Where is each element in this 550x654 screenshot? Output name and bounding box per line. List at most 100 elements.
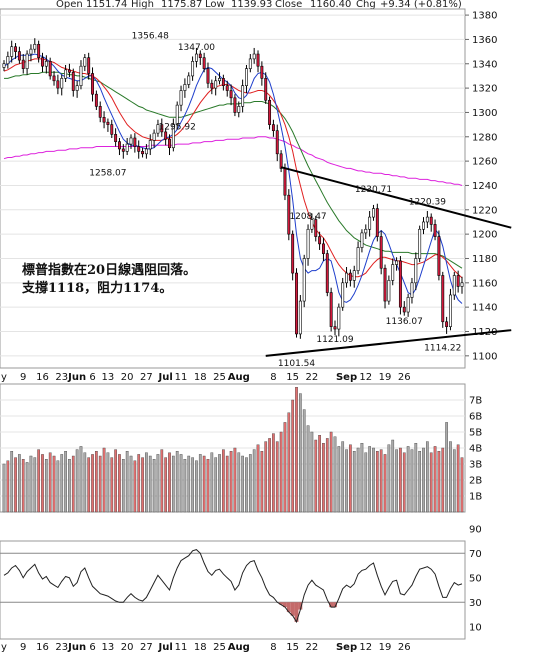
volume-bar: [279, 431, 283, 513]
x-tick-label-top: Jun: [67, 372, 86, 383]
price-annotation: 1347.00: [178, 43, 215, 53]
candle-body: [356, 247, 360, 271]
candle-body: [210, 82, 214, 89]
ma-mid-path: [3, 58, 463, 279]
volume-bar: [256, 444, 260, 513]
volume-bar: [222, 449, 225, 513]
volume-bar: [171, 455, 175, 513]
candle-body: [137, 146, 141, 152]
volume-bar: [302, 409, 306, 513]
ohlc-open-label: Open: [56, 0, 83, 10]
candle-body: [194, 53, 198, 62]
x-tick-label-top: 27: [140, 372, 153, 383]
rsi-oversold-fill: [294, 602, 299, 622]
volume-bar: [275, 441, 279, 513]
volume-bar: [402, 452, 406, 513]
x-tick-label-top: y: [1, 372, 7, 383]
volume-bar: [341, 441, 345, 513]
volume-bar: [44, 459, 48, 513]
volume-bar: [248, 454, 252, 513]
candle-body: [56, 80, 60, 89]
candle-body: [44, 61, 48, 67]
rsi-oversold-fill: [329, 602, 334, 608]
price-annotations: 1356.48 1347.00 1295.92 1258.07 1101.54 1208.…: [89, 32, 461, 369]
candle-body: [418, 228, 422, 259]
candle-body: [406, 297, 410, 313]
volume-bar: [245, 457, 248, 513]
candle-body: [437, 236, 441, 276]
volume-bar: [364, 452, 368, 513]
volume-bar: [237, 452, 241, 513]
ohlc-high-value: 1175.87: [161, 0, 202, 10]
volume-bar: [426, 441, 429, 513]
x-tick-label-top: Jul: [158, 372, 173, 383]
volume-bar: [195, 460, 198, 513]
candle-body: [225, 85, 229, 91]
price-annotation: 1220.39: [409, 197, 446, 207]
candle-body: [321, 243, 325, 254]
volume-bar: [21, 459, 25, 513]
candle-body: [410, 282, 414, 298]
x-tick-label-top: 23: [55, 372, 68, 383]
price-y-axis: 1100112011401160118012001220124012601280…: [465, 11, 497, 362]
volume-bar: [445, 422, 448, 513]
x-axis-top: y 9 16 23 Jun 6 13 20 27 Jul 11 18 25 Aug 8 15 22 Sep 12 19…: [1, 372, 411, 383]
volume-bar: [87, 457, 91, 513]
candle-body: [260, 65, 264, 79]
volume-bar: [264, 441, 268, 513]
candle-body: [64, 69, 68, 79]
volume-bar: [6, 460, 10, 513]
x-tick-label-top: 12: [359, 372, 372, 383]
price-tick-label: 1280: [472, 132, 497, 143]
candle-body: [218, 78, 221, 82]
x-tick-label-top: 11: [175, 372, 188, 383]
volume-bar: [349, 444, 352, 513]
volume-bar: [268, 438, 271, 513]
volume-bar: [460, 457, 464, 513]
volume-bar: [110, 457, 114, 513]
rsi-oversold-fill: [298, 602, 303, 610]
volume-bar: [429, 452, 433, 513]
candle-body: [214, 80, 218, 89]
volume-bar: [379, 449, 383, 513]
rsi-oversold-fill: [333, 602, 337, 608]
candle-body: [398, 260, 402, 308]
candle-body: [364, 228, 368, 234]
candle-body: [29, 48, 33, 55]
volume-tick-label: 4B: [469, 444, 482, 455]
candle-body: [17, 51, 21, 61]
candle-body: [164, 131, 168, 140]
candle-body: [75, 85, 79, 91]
volume-bar: [422, 447, 425, 513]
volume-tick-label: 6B: [469, 412, 482, 423]
volume-bar: [291, 399, 295, 513]
candle-body: [175, 104, 179, 125]
candle-body: [106, 121, 110, 125]
candle-body: [110, 124, 114, 135]
volume-bar: [229, 451, 233, 513]
candle-body: [395, 260, 399, 265]
volume-bar: [283, 422, 287, 513]
volume-bar: [175, 451, 179, 513]
rsi-line: [3, 549, 463, 624]
candle-body: [71, 71, 75, 91]
x-tick-label-bottom: Aug: [228, 642, 250, 653]
volume-bar: [98, 455, 102, 513]
volume-bar: [260, 451, 264, 513]
volume-bar: [10, 451, 14, 513]
rsi-path: [3, 549, 463, 624]
x-tick-label-bottom: 26: [398, 642, 411, 653]
volume-bar: [41, 454, 44, 513]
candle-body: [283, 168, 287, 196]
volume-bar: [52, 455, 56, 513]
x-tick-label-top: 22: [306, 372, 319, 383]
price-tick-label: 1320: [472, 84, 497, 95]
candle-body: [98, 106, 102, 118]
volume-bar: [383, 454, 387, 513]
volume-bar: [295, 387, 298, 513]
volume-bar: [356, 447, 360, 513]
volume-bar: [164, 457, 168, 513]
volume-bar: [141, 457, 144, 513]
rsi-oversold-fill: [279, 602, 284, 605]
volume-bar: [406, 446, 410, 513]
